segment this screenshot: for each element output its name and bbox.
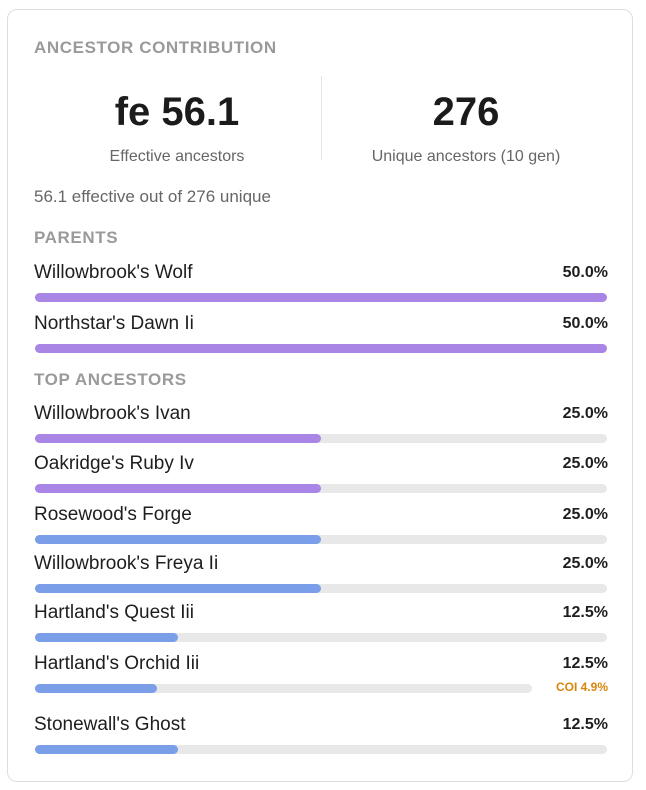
- unique-ancestors-stat: 276 Unique ancestors (10 gen): [323, 84, 609, 166]
- ancestor-name: Willowbrook's Wolf: [34, 262, 193, 283]
- contribution-bar-track: [35, 633, 607, 642]
- contribution-bar-track: [35, 584, 607, 593]
- ancestor-percent: 25.0%: [562, 555, 608, 572]
- ancestor-name: Hartland's Quest Iii: [34, 602, 194, 623]
- coi-badge: COI 4.9%: [555, 680, 608, 694]
- ancestor-percent: 12.5%: [562, 716, 608, 733]
- contribution-bar-track: [35, 684, 532, 693]
- contribution-bar-track: [35, 484, 607, 493]
- effective-ancestors-value: fe 56.1: [114, 90, 240, 134]
- contribution-bar-fill: [35, 484, 321, 493]
- contribution-bar-fill: [35, 684, 157, 693]
- ancestor-name: Willowbrook's Ivan: [34, 403, 191, 424]
- contribution-bar-track: [35, 745, 607, 754]
- ancestor-percent: 25.0%: [562, 455, 608, 472]
- contribution-bar-track: [35, 293, 607, 302]
- contribution-bar-track: [35, 535, 607, 544]
- contribution-bar-fill: [35, 535, 321, 544]
- ancestor-percent: 12.5%: [562, 604, 608, 621]
- ancestor-name: Rosewood's Forge: [34, 504, 192, 525]
- ancestor-name: Oakridge's Ruby Iv: [34, 453, 194, 474]
- parents-section-label: PARENTS: [34, 228, 119, 247]
- ancestor-name: Northstar's Dawn Ii: [34, 313, 194, 334]
- ancestor-name: Hartland's Orchid Iii: [34, 653, 200, 674]
- ancestor-percent: 50.0%: [562, 315, 608, 332]
- ancestor-percent: 12.5%: [562, 655, 608, 672]
- ancestor-percent: 50.0%: [562, 264, 608, 281]
- effective-ancestors-label: Effective ancestors: [109, 148, 245, 165]
- contribution-bar-track: [35, 344, 607, 353]
- contribution-bar-fill: [35, 745, 178, 754]
- ancestor-percent: 25.0%: [562, 506, 608, 523]
- stat-divider: [321, 76, 322, 160]
- contribution-bar-fill: [35, 633, 178, 642]
- top-ancestors-section-label: TOP ANCESTORS: [34, 370, 187, 389]
- unique-ancestors-label: Unique ancestors (10 gen): [371, 148, 561, 165]
- ancestor-percent: 25.0%: [562, 405, 608, 422]
- contribution-bar-fill: [35, 344, 607, 353]
- unique-ancestors-value: 276: [432, 90, 500, 134]
- card-title: ANCESTOR CONTRIBUTION: [34, 38, 277, 57]
- effective-ancestors-stat: fe 56.1 Effective ancestors: [34, 84, 320, 166]
- contribution-bar-track: [35, 434, 607, 443]
- contribution-bar-fill: [35, 434, 321, 443]
- ancestor-name: Willowbrook's Freya Ii: [34, 553, 219, 574]
- summary-text: 56.1 effective out of 276 unique: [34, 187, 271, 206]
- ancestor-contribution-card: ANCESTOR CONTRIBUTION fe 56.1 Effective …: [7, 9, 633, 782]
- ancestor-name: Stonewall's Ghost: [34, 714, 186, 735]
- contribution-bar-fill: [35, 584, 321, 593]
- contribution-bar-fill: [35, 293, 607, 302]
